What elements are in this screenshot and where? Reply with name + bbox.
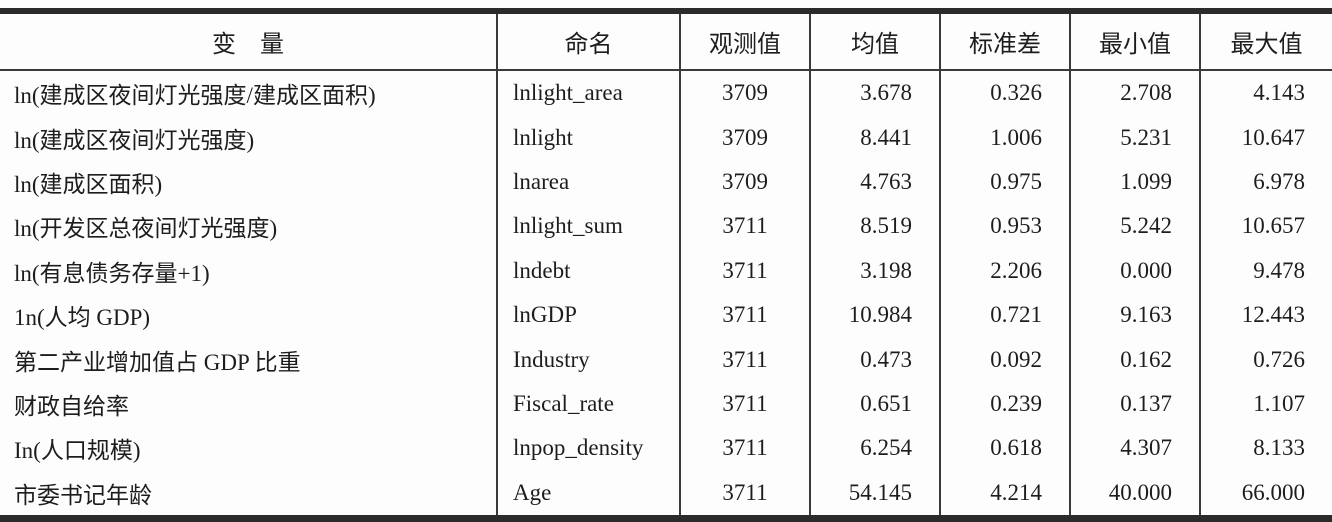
cell-mean: 3.198 xyxy=(810,248,941,293)
cell-mean: 0.651 xyxy=(810,381,941,427)
table-row: 财政自给率 Fiscal_rate 3711 0.651 0.239 0.137… xyxy=(0,381,1332,427)
cell-min: 9.163 xyxy=(1070,292,1201,338)
cell-name: Age xyxy=(497,470,681,519)
cell-mean: 0.473 xyxy=(810,337,941,382)
cell-min: 2.708 xyxy=(1070,70,1201,116)
paper-page: 变 量 命名 观测值 均值 标准差 最小值 最大值 ln(建成区夜间灯光强度/建… xyxy=(0,8,1332,522)
cell-sd: 0.618 xyxy=(940,426,1071,471)
cell-min: 4.307 xyxy=(1070,426,1201,471)
cell-max: 10.647 xyxy=(1241,124,1305,150)
cell-sd: 0.239 xyxy=(940,381,1071,427)
cell-max: 9.478 xyxy=(1253,257,1305,283)
table-row: In(人口规模) lnpop_density 3711 6.254 0.618 … xyxy=(0,426,1332,471)
cell-sd: 4.214 xyxy=(940,470,1071,519)
cell-min: 1.099 xyxy=(1070,159,1201,205)
cell-min: 0.000 xyxy=(1070,248,1201,293)
cell-max: 4.143 xyxy=(1253,80,1305,106)
table-row: 1n(人均 GDP) lnGDP 3711 10.984 0.721 9.163… xyxy=(0,292,1332,338)
col-header-sd: 标准差 xyxy=(940,11,1071,71)
cell-variable: ln(建成区面积) xyxy=(0,159,498,205)
table-row: ln(建成区夜间灯光强度) lnlight 3709 8.441 1.006 5… xyxy=(0,115,1332,160)
cell-obs: 3711 xyxy=(680,426,811,471)
cell-max: 10.657 xyxy=(1241,213,1305,239)
cell-variable: ln(建成区夜间灯光强度) xyxy=(0,115,498,160)
cell-variable: 1n(人均 GDP) xyxy=(0,292,498,338)
cell-sd: 0.953 xyxy=(940,204,1071,249)
table-body: ln(建成区夜间灯光强度/建成区面积) lnlight_area 3709 3.… xyxy=(0,70,1332,519)
summary-statistics-table: 变 量 命名 观测值 均值 标准差 最小值 最大值 ln(建成区夜间灯光强度/建… xyxy=(0,8,1332,522)
cell-name: lnlight_sum xyxy=(497,204,681,249)
header-row: 变 量 命名 观测值 均值 标准差 最小值 最大值 xyxy=(0,11,1332,71)
cell-name: lnlight_area xyxy=(497,70,681,116)
cell-min: 5.231 xyxy=(1070,115,1201,160)
table-header: 变 量 命名 观测值 均值 标准差 最小值 最大值 xyxy=(0,11,1332,71)
cell-max: 8.133 xyxy=(1253,435,1305,461)
cell-obs: 3711 xyxy=(680,381,811,427)
cell-variable: 第二产业增加值占 GDP 比重 xyxy=(0,337,498,382)
cell-name: Fiscal_rate xyxy=(497,381,681,427)
cell-name: lnpop_density xyxy=(497,426,681,471)
table-row: ln(开发区总夜间灯光强度) lnlight_sum 3711 8.519 0.… xyxy=(0,204,1332,249)
cell-obs: 3711 xyxy=(680,248,811,293)
cell-obs: 3711 xyxy=(680,470,811,519)
cell-variable: In(人口规模) xyxy=(0,426,498,471)
cell-min: 40.000 xyxy=(1070,470,1201,519)
cell-max: 6.978 xyxy=(1253,168,1305,194)
col-header-observations: 观测值 xyxy=(680,11,811,71)
cell-max: 0.726 xyxy=(1253,346,1305,372)
cell-obs: 3709 xyxy=(680,115,811,160)
cell-mean: 3.678 xyxy=(810,70,941,116)
cell-name: lnlight xyxy=(497,115,681,160)
cell-min: 0.137 xyxy=(1070,381,1201,427)
col-header-mean: 均值 xyxy=(810,11,941,71)
cell-max: 1.107 xyxy=(1253,390,1305,416)
cell-sd: 0.092 xyxy=(940,337,1071,382)
cell-mean: 6.254 xyxy=(810,426,941,471)
col-header-variable: 变 量 xyxy=(0,11,498,71)
cell-name: lnarea xyxy=(497,159,681,205)
cell-sd: 0.326 xyxy=(940,70,1071,116)
cell-obs: 3711 xyxy=(680,292,811,338)
cell-name: lnGDP xyxy=(497,292,681,338)
cell-variable: ln(开发区总夜间灯光强度) xyxy=(0,204,498,249)
cell-variable: 市委书记年龄 xyxy=(0,470,498,519)
cell-name: Industry xyxy=(497,337,681,382)
col-header-min: 最小值 xyxy=(1070,11,1201,71)
cell-obs: 3711 xyxy=(680,204,811,249)
col-header-max: 最大值 xyxy=(1200,11,1332,71)
cell-sd: 2.206 xyxy=(940,248,1071,293)
table-row: ln(建成区夜间灯光强度/建成区面积) lnlight_area 3709 3.… xyxy=(0,70,1332,116)
table-row: ln(建成区面积) lnarea 3709 4.763 0.975 1.099 … xyxy=(0,159,1332,205)
cell-mean: 54.145 xyxy=(810,470,941,519)
col-header-name: 命名 xyxy=(497,11,681,71)
cell-obs: 3709 xyxy=(680,159,811,205)
table-row: ln(有息债务存量+1) lndebt 3711 3.198 2.206 0.0… xyxy=(0,248,1332,293)
cell-variable: ln(有息债务存量+1) xyxy=(0,248,498,293)
cell-min: 5.242 xyxy=(1070,204,1201,249)
cell-mean: 10.984 xyxy=(810,292,941,338)
table-row: 市委书记年龄 Age 3711 54.145 4.214 40.000 66.0… xyxy=(0,470,1332,519)
cell-sd: 0.721 xyxy=(940,292,1071,338)
cell-sd: 1.006 xyxy=(940,115,1071,160)
cell-variable: 财政自给率 xyxy=(0,381,498,427)
cell-name: lndebt xyxy=(497,248,681,293)
cell-variable: ln(建成区夜间灯光强度/建成区面积) xyxy=(0,70,498,116)
cell-obs: 3709 xyxy=(680,70,811,116)
table-row: 第二产业增加值占 GDP 比重 Industry 3711 0.473 0.09… xyxy=(0,337,1332,382)
cell-max: 12.443 xyxy=(1241,302,1305,328)
cell-min: 0.162 xyxy=(1070,337,1201,382)
cell-mean: 8.441 xyxy=(810,115,941,160)
cell-max: 66.000 xyxy=(1241,479,1305,505)
cell-obs: 3711 xyxy=(680,337,811,382)
cell-sd: 0.975 xyxy=(940,159,1071,205)
cell-mean: 4.763 xyxy=(810,159,941,205)
cell-mean: 8.519 xyxy=(810,204,941,249)
